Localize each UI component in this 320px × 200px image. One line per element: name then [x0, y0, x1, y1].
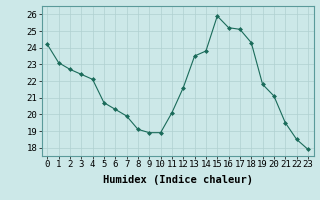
X-axis label: Humidex (Indice chaleur): Humidex (Indice chaleur)	[103, 175, 252, 185]
